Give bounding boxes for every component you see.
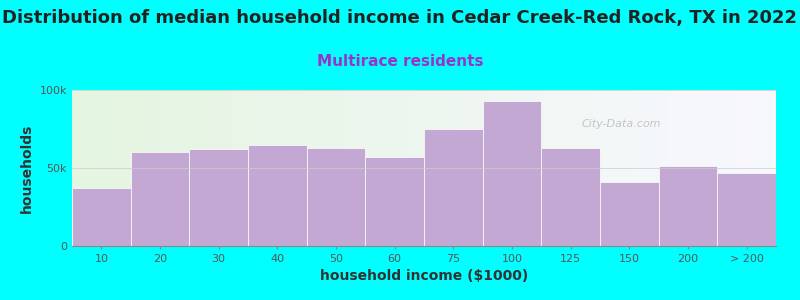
Text: Distribution of median household income in Cedar Creek-Red Rock, TX in 2022: Distribution of median household income … xyxy=(2,9,798,27)
Bar xyxy=(482,101,542,246)
Bar xyxy=(718,173,776,246)
Bar xyxy=(424,129,482,246)
Y-axis label: households: households xyxy=(20,123,34,213)
Bar xyxy=(366,157,424,246)
Text: City-Data.com: City-Data.com xyxy=(582,119,661,129)
Bar xyxy=(306,148,366,246)
Bar xyxy=(130,152,190,246)
Bar xyxy=(72,188,130,246)
Bar xyxy=(190,149,248,246)
X-axis label: household income ($1000): household income ($1000) xyxy=(320,269,528,283)
Bar xyxy=(248,145,306,246)
Bar xyxy=(658,167,718,246)
Text: Multirace residents: Multirace residents xyxy=(317,54,483,69)
Bar xyxy=(600,182,658,246)
Bar xyxy=(542,148,600,246)
